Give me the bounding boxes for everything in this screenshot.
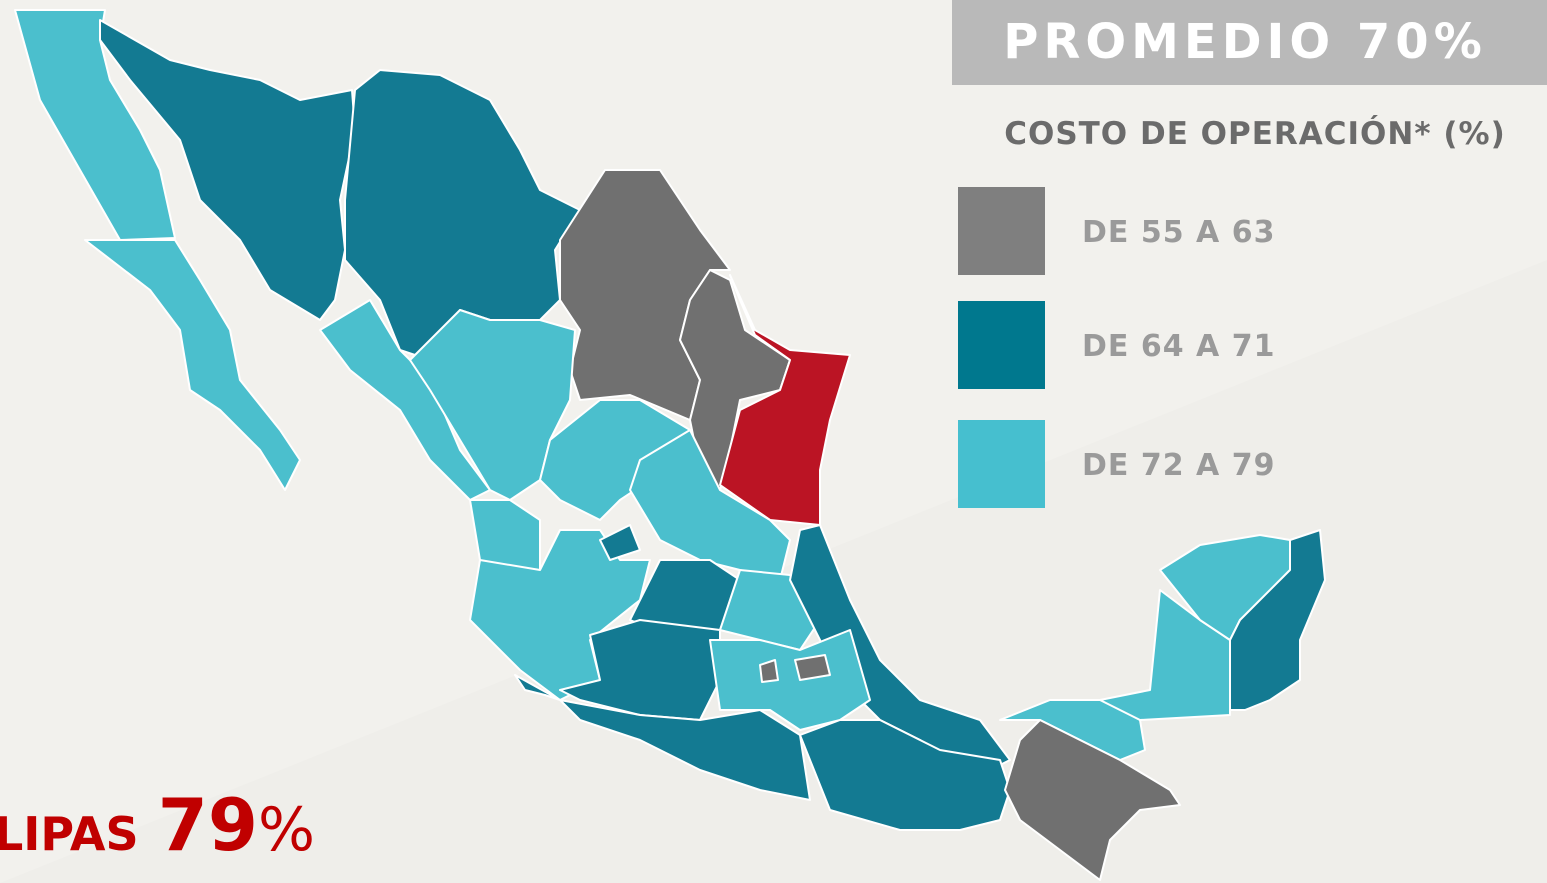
- region: [709, 629, 871, 731]
- region: [794, 654, 831, 681]
- highlight-unit: %: [258, 795, 315, 865]
- legend-swatch: [958, 420, 1045, 508]
- region: [599, 524, 641, 561]
- legend-swatch: [958, 187, 1045, 275]
- region: [759, 659, 779, 683]
- region: [99, 19, 356, 321]
- map: [14, 9, 1326, 881]
- region: [1229, 529, 1326, 711]
- header-box: [952, 0, 1547, 85]
- region: [1004, 719, 1181, 881]
- legend-label: DE 55 A 63: [1082, 215, 1275, 250]
- region: [84, 239, 301, 491]
- region: [344, 69, 581, 361]
- title: PROMEDIO 70%: [1003, 14, 1487, 70]
- highlight-label: LIPAS: [0, 807, 139, 861]
- region: [559, 699, 811, 801]
- legend: DE 55 A 63 DE 64 A 71 DE 72 A 79: [958, 187, 1275, 508]
- legend-label: DE 72 A 79: [1082, 448, 1275, 483]
- legend-swatch: [958, 301, 1045, 389]
- highlight: LIPAS 79%: [0, 783, 315, 867]
- legend-label: DE 64 A 71: [1082, 329, 1275, 364]
- subtitle: COSTO DE OPERACIÓN* (%): [1004, 115, 1506, 152]
- highlight-value: 79: [158, 783, 258, 867]
- region: [514, 674, 561, 701]
- region: [14, 9, 176, 241]
